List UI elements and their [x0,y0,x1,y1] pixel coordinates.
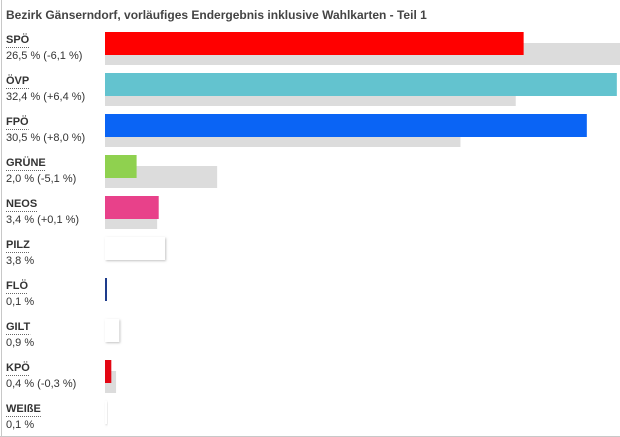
bar [105,360,112,383]
bar [105,114,587,137]
bar [105,73,617,96]
value-label: 0,1 % [6,419,34,431]
value-label: 3,8 % [6,255,34,267]
bar [105,319,120,342]
value-label: 26,5 % (-6,1 %) [6,50,82,62]
chart-title: Bezirk Gänserndorf, vorläufiges Endergeb… [6,8,427,22]
party-name: PILZ [6,239,30,251]
party-name: FLÖ [6,279,28,292]
value-label: 3,4 % (+0,1 %) [6,214,79,226]
party-name: SPÖ [6,33,30,46]
bar [105,401,107,424]
bar [105,155,137,178]
party-name: KPÖ [6,361,30,374]
bar [105,237,166,260]
party-name: GRÜNE [6,156,46,169]
party-name: ÖVP [6,74,29,87]
bar [105,278,107,301]
party-name: FPÖ [6,115,29,128]
value-label: 32,4 % (+6,4 %) [6,91,85,103]
bar [105,32,524,55]
value-label: 30,5 % (+8,0 %) [6,132,85,144]
bar [105,196,159,219]
value-label: 0,4 % (-0,3 %) [6,378,76,390]
party-name: GILT [6,321,31,333]
party-name: WEIßE [6,403,41,415]
value-label: 0,1 % [6,296,34,308]
party-name: NEOS [6,198,37,210]
value-label: 0,9 % [6,337,34,349]
value-label: 2,0 % (-5,1 %) [6,173,76,185]
